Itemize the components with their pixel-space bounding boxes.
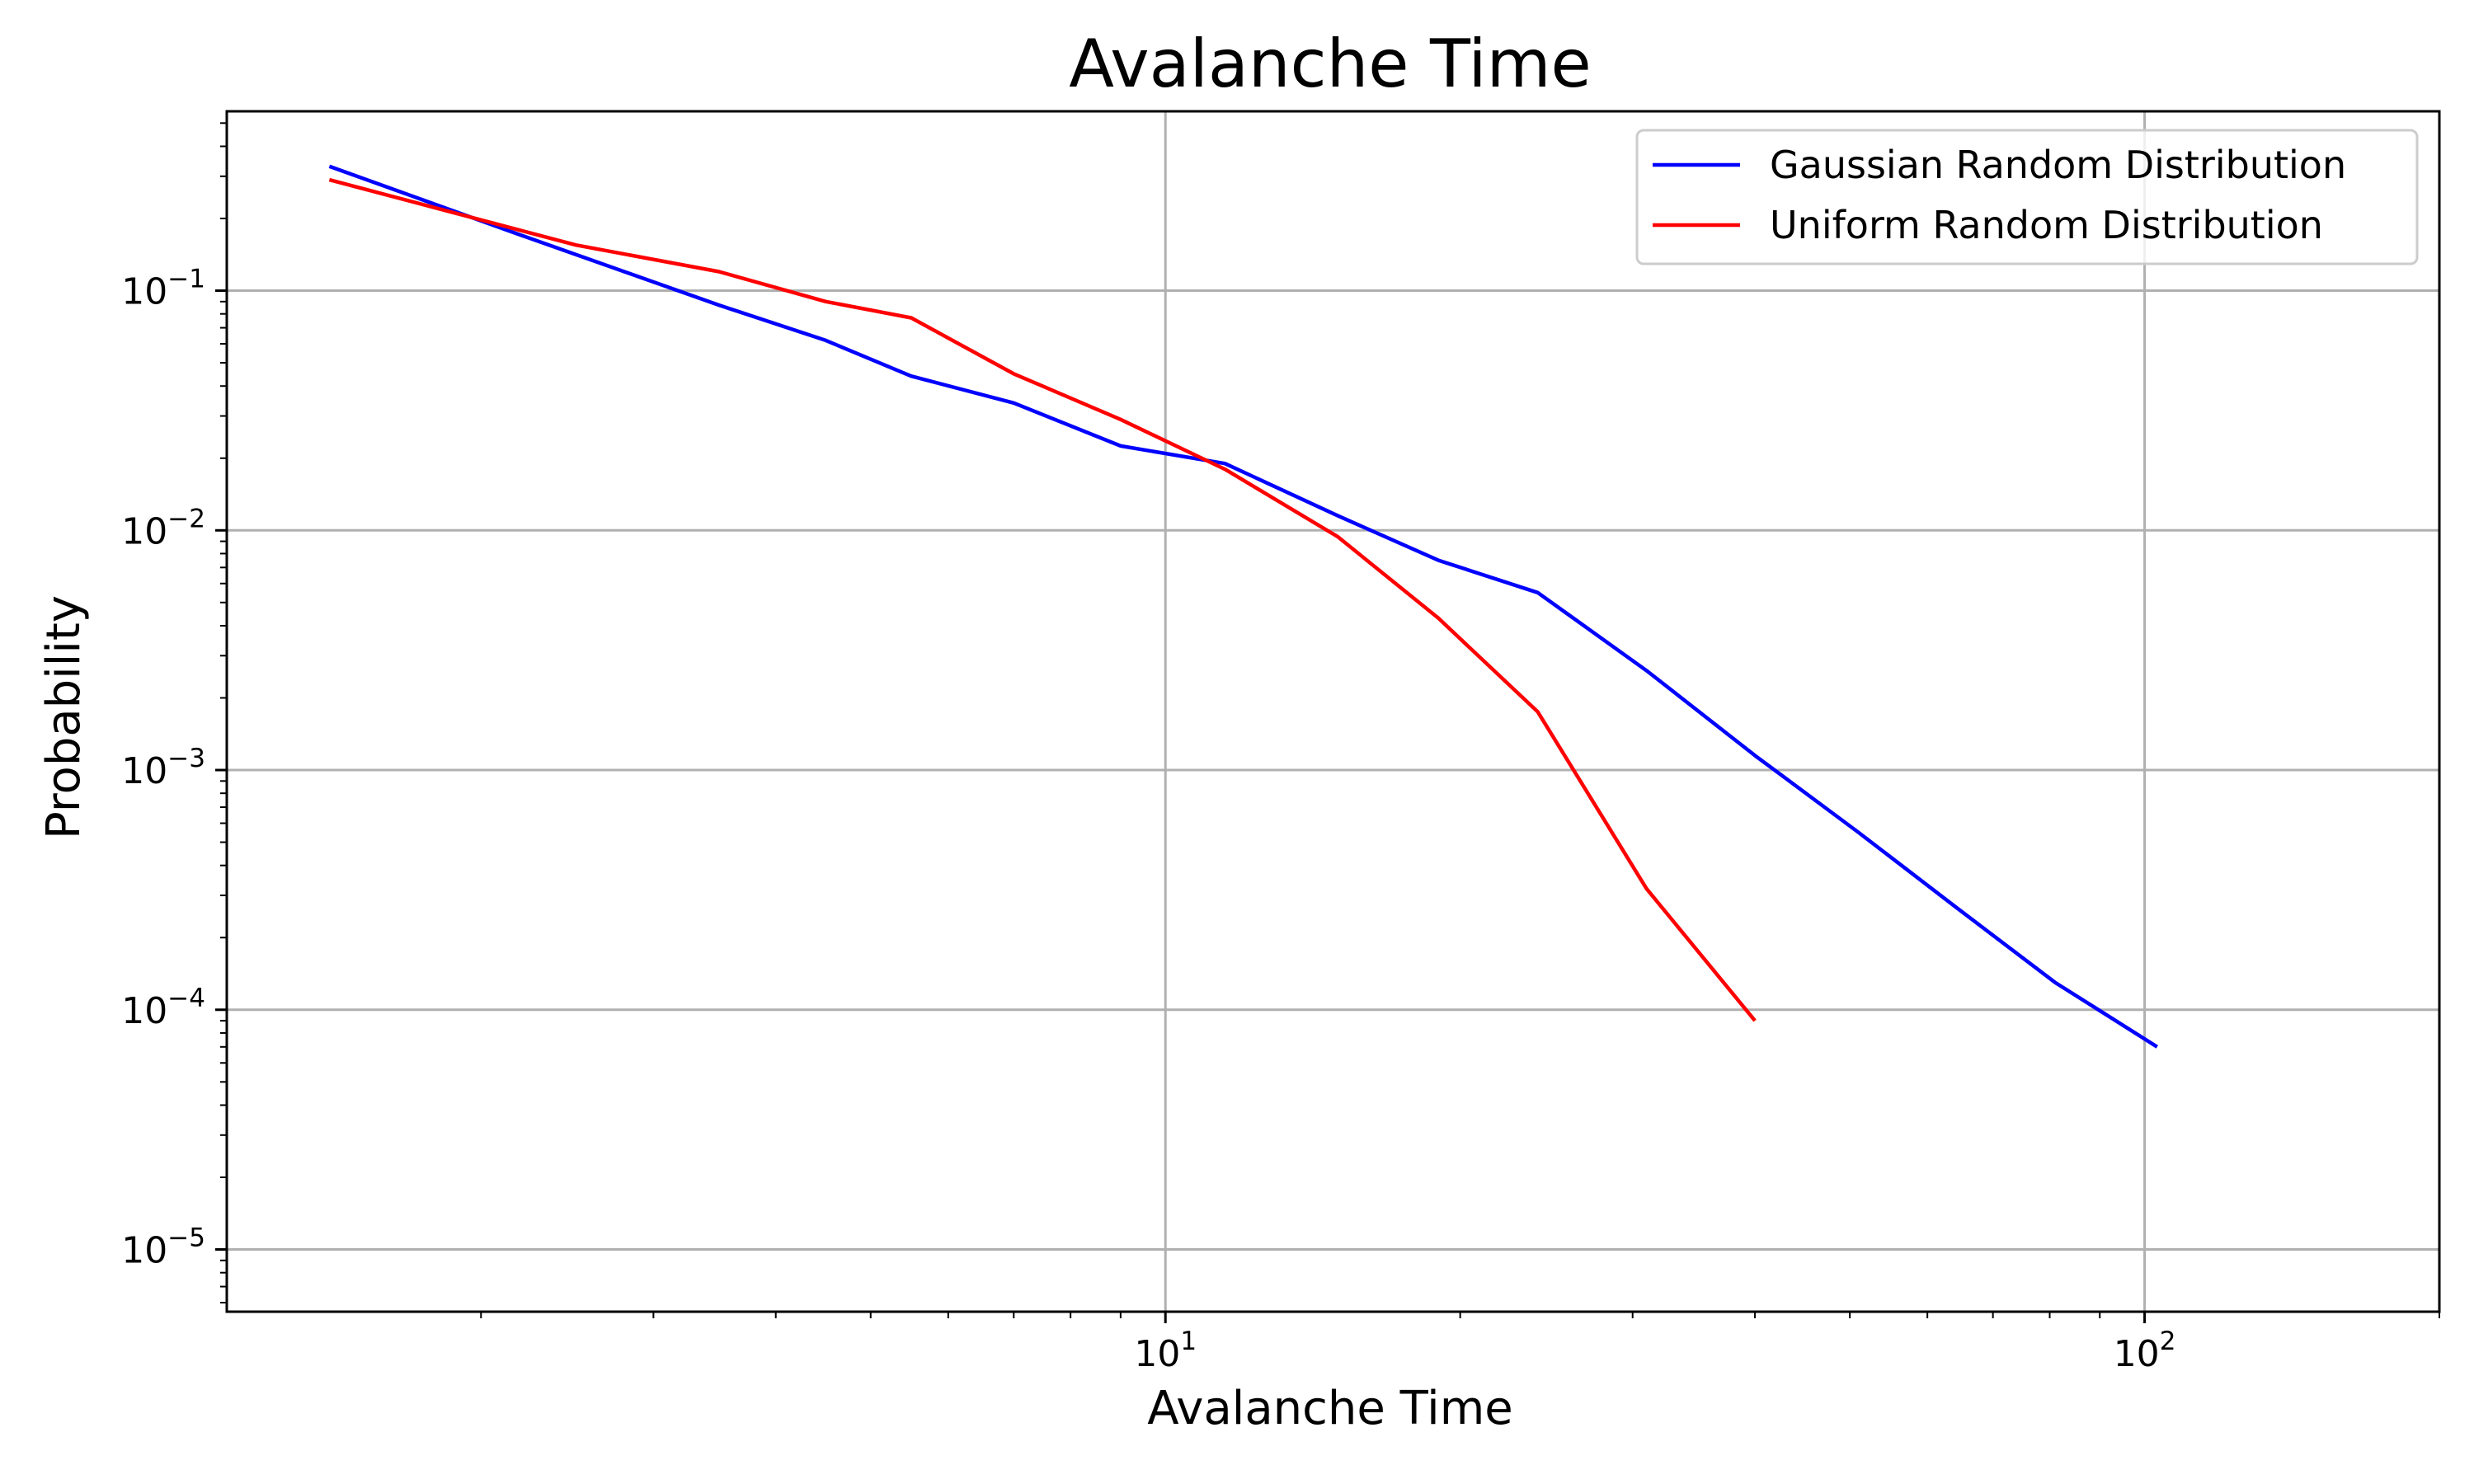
y-tick-label: 10−2	[121, 504, 205, 552]
x-tick-label: 102	[2114, 1327, 2176, 1375]
grid-layer	[227, 111, 2439, 1312]
y-tick-label: 10−4	[121, 984, 205, 1032]
x-tick-label: 101	[1134, 1327, 1197, 1375]
y-tick-label: 10−3	[121, 744, 205, 792]
series-layer	[328, 164, 2159, 1049]
series-line-uniform	[328, 177, 1757, 1022]
y-axis-label: Probability	[37, 595, 91, 839]
plot-frame	[225, 110, 2441, 1313]
y-tick-label: 10−1	[121, 265, 205, 313]
legend-label-gaussian: Gaussian Random Distribution	[1770, 143, 2346, 187]
x-axis-label: Avalanche Time	[1147, 1382, 1512, 1435]
legend-label-uniform: Uniform Random Distribution	[1770, 203, 2323, 247]
chart-title: Avalanche Time	[1069, 26, 1591, 102]
legend: Gaussian Random Distribution Uniform Ran…	[1635, 129, 2419, 265]
series-line-gaussian	[328, 164, 2159, 1049]
tick-layer: 101 102 10−1 10−2 10−3 10−4 10−5	[121, 122, 2440, 1375]
y-tick-label: 10−5	[121, 1223, 205, 1272]
legend-frame	[1635, 129, 2419, 265]
